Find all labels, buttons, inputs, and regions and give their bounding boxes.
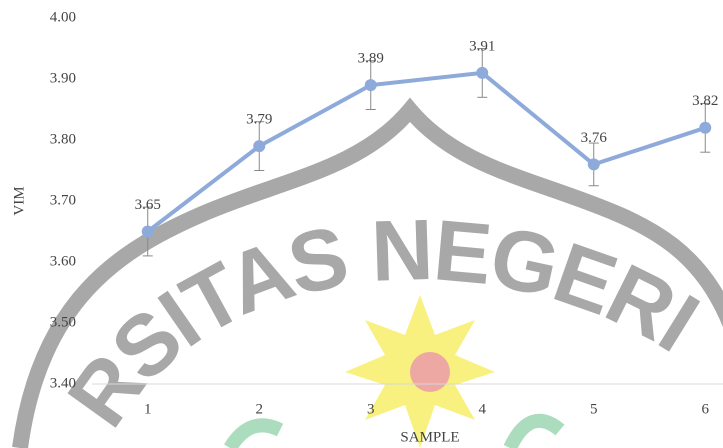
watermark-dot [410, 352, 450, 392]
x-tick-label: 1 [144, 401, 152, 417]
y-tick-label: 3.70 [50, 192, 76, 208]
x-tick-label: 2 [256, 401, 264, 417]
y-tick-label: 3.90 [50, 70, 76, 86]
point [588, 158, 600, 170]
data-label: 3.65 [135, 197, 161, 213]
data-label: 3.91 [469, 38, 495, 54]
point [142, 226, 154, 238]
point [253, 140, 265, 152]
x-tick-label: 4 [479, 401, 487, 417]
y-tick-label: 3.40 [50, 375, 76, 391]
x-tick-label: 6 [702, 401, 710, 417]
y-tick-label: 4.00 [50, 9, 76, 25]
chart: RSITAS NEGERI SAMPLE VIM 3.40 3.50 3.60 3.7… [0, 0, 723, 448]
data-label: 3.82 [692, 93, 718, 109]
y-axis-title: VIM [11, 186, 27, 215]
y-tick-label: 3.80 [50, 131, 76, 147]
x-axis-title: SAMPLE [400, 429, 459, 445]
x-tick-label: 3 [367, 401, 375, 417]
watermark-leaf [510, 421, 560, 448]
watermark-leaf [230, 425, 280, 448]
x-tick-label: 5 [590, 401, 598, 417]
data-label: 3.76 [581, 130, 608, 146]
watermark: RSITAS NEGERI [20, 110, 723, 448]
data-label: 3.79 [246, 112, 272, 128]
y-tick-label: 3.60 [50, 253, 76, 269]
y-tick-label: 3.50 [50, 314, 76, 330]
data-label: 3.89 [358, 51, 384, 67]
point [365, 79, 377, 91]
point [476, 67, 488, 79]
point [699, 122, 711, 134]
